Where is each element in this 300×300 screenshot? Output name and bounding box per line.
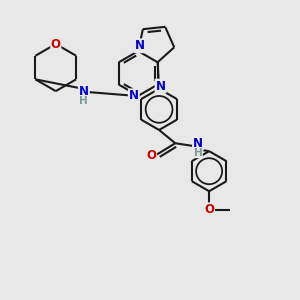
Text: N: N — [155, 80, 166, 93]
Text: H: H — [80, 96, 88, 106]
Text: N: N — [129, 89, 139, 102]
Text: H: H — [194, 148, 202, 158]
Text: O: O — [146, 149, 156, 162]
Text: N: N — [193, 137, 203, 150]
Text: O: O — [51, 38, 61, 50]
Text: O: O — [204, 203, 214, 216]
Text: N: N — [135, 39, 145, 52]
Text: N: N — [79, 85, 89, 98]
